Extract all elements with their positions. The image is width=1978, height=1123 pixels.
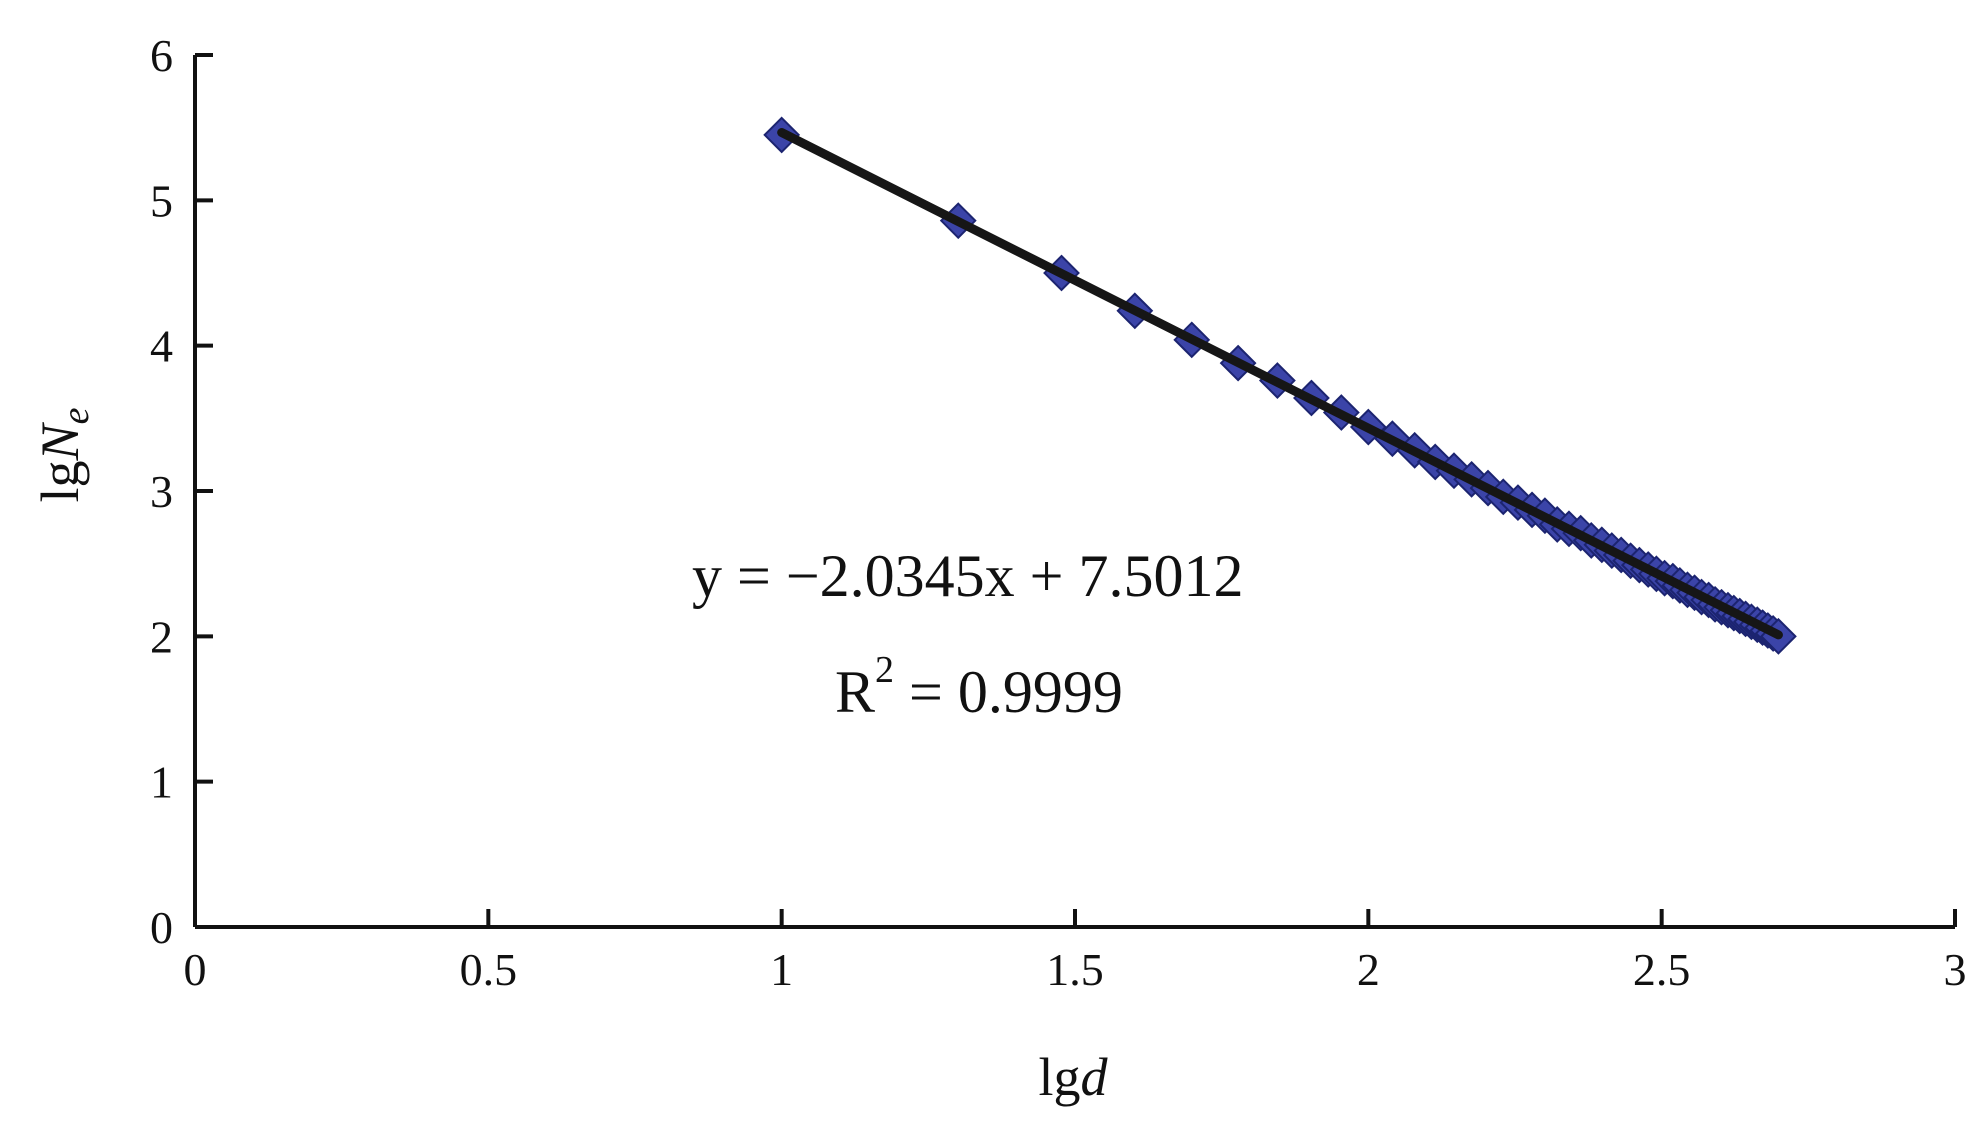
y-axis-title-prefix: lg (30, 460, 90, 502)
trend-line (777, 128, 1783, 640)
y-axis-ticks: 0 1 2 3 4 5 6 (150, 30, 213, 953)
x-tick-label: 1.5 (1046, 944, 1104, 995)
x-tick-label: 0.5 (460, 944, 518, 995)
x-tick-label: 2 (1357, 944, 1380, 995)
r-squared-sup: 2 (875, 649, 894, 691)
y-axis-title-sub: e (55, 407, 97, 424)
x-axis-title: lgd (1038, 1047, 1108, 1107)
y-tick-label: 1 (150, 757, 173, 808)
y-tick-label: 2 (150, 611, 173, 662)
x-axis-ticks: 0 0.5 1 1.5 2 2.5 3 (184, 909, 1967, 995)
x-tick-label: 0 (184, 944, 207, 995)
r-squared-label: R2 = 0.9999 (835, 649, 1123, 725)
x-tick-label: 1 (770, 944, 793, 995)
x-axis-title-var: d (1081, 1047, 1109, 1107)
x-tick-label: 2.5 (1633, 944, 1691, 995)
y-tick-label: 6 (150, 30, 173, 81)
regression-equation: y = −2.0345x + 7.5012 (692, 543, 1244, 609)
x-tick-label: 3 (1944, 944, 1967, 995)
y-axis-title-var: N (30, 421, 90, 461)
y-axis-title: lgNe (30, 407, 97, 502)
x-axis-title-prefix: lg (1038, 1047, 1080, 1107)
r-squared-prefix: R (835, 659, 875, 725)
r-squared-value: = 0.9999 (894, 659, 1123, 725)
y-tick-label: 3 (150, 466, 173, 517)
y-tick-label: 5 (150, 175, 173, 226)
y-tick-label: 4 (150, 321, 173, 372)
y-tick-label: 0 (150, 902, 173, 953)
